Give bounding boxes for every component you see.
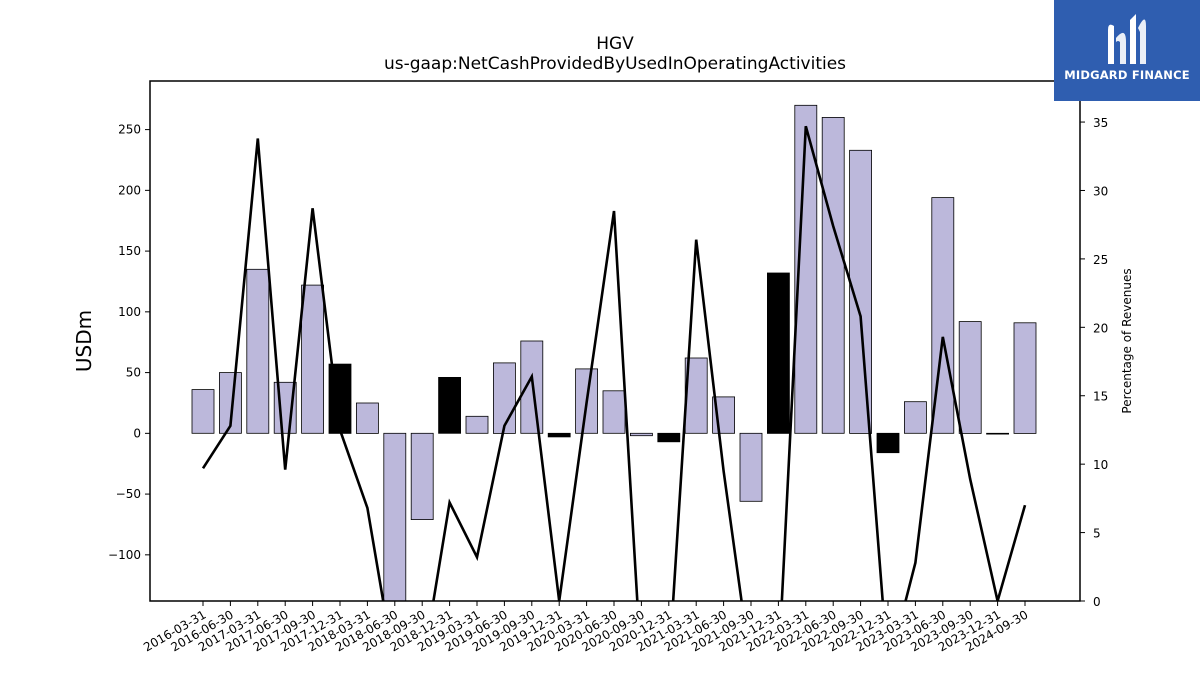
y-right-tick-label: 20	[1093, 321, 1108, 335]
bar-2023-09-30	[958, 321, 982, 434]
bar-2022-09-30	[849, 149, 872, 434]
y-tick-label: 50	[126, 366, 141, 380]
chart-title: HGV	[596, 34, 634, 54]
y-right-tick-label: 0	[1093, 595, 1101, 609]
brand-logo: MIDGARD FINANCE	[1054, 0, 1200, 101]
y-right-tick-label: 15	[1093, 390, 1108, 404]
bar-2016-03-31	[191, 389, 215, 434]
bar-2016-06-30	[218, 372, 242, 434]
y-tick-label: 0	[133, 426, 141, 440]
y-tick-label: 150	[118, 244, 141, 258]
percentage-line	[201, 125, 1027, 601]
bar-2020-06-30	[602, 390, 626, 434]
y-tick-label: 100	[118, 305, 141, 319]
y-right-tick-label: 5	[1093, 527, 1101, 541]
bar-2022-03-31	[794, 104, 818, 434]
bar-2018-09-30	[410, 432, 434, 520]
midgard-logo-icon	[1108, 14, 1146, 64]
bar-2019-12-31	[547, 432, 571, 438]
bar-2021-09-30	[739, 432, 763, 502]
bar-2023-03-31	[904, 401, 927, 434]
x-axis: 2016-03-312016-06-302017-03-312017-06-30…	[141, 601, 1031, 654]
bar-2017-09-30	[301, 284, 325, 434]
y-axis-left: −100 −50 0 50 100 150 200 250	[108, 123, 150, 562]
bar-2020-12-31	[657, 432, 681, 443]
bar-2022-06-30	[821, 117, 845, 434]
bar-2017-03-31	[246, 268, 270, 434]
y-right-tick-label: 35	[1093, 116, 1108, 130]
y-axis-right: 0 5 10 15 20 25 30 35	[1080, 116, 1108, 609]
bar-2019-06-30	[492, 362, 516, 434]
bar-2021-12-31	[767, 272, 790, 434]
y-right-tick-label: 25	[1093, 253, 1108, 267]
bar-2022-12-31	[876, 432, 900, 454]
bar-2024-09-30	[1013, 322, 1037, 434]
brand-name: MIDGARD FINANCE	[1064, 68, 1190, 82]
plot-frame	[149, 80, 1081, 602]
y-tick-label: 200	[118, 183, 141, 197]
y-axis-label-right: Percentage of Revenues	[1120, 268, 1134, 413]
bar-2020-09-30	[630, 432, 653, 437]
bar-2019-03-31	[465, 415, 489, 434]
bar-2018-06-30	[383, 432, 407, 601]
bar-2018-12-31	[438, 376, 462, 434]
bar-series	[191, 104, 1037, 601]
chart-subtitle: us-gaap:NetCashProvidedByUsedInOperating…	[384, 54, 846, 74]
y-tick-label: −100	[108, 548, 141, 562]
bar-2018-03-31	[355, 402, 379, 434]
line-series	[201, 125, 1027, 601]
y-tick-label: −50	[116, 487, 141, 501]
bar-2023-12-31	[986, 432, 1009, 435]
y-right-tick-label: 30	[1093, 184, 1108, 198]
y-axis-label-left: USDm	[72, 310, 96, 372]
y-right-tick-label: 10	[1093, 458, 1108, 472]
y-tick-label: 250	[118, 123, 141, 137]
